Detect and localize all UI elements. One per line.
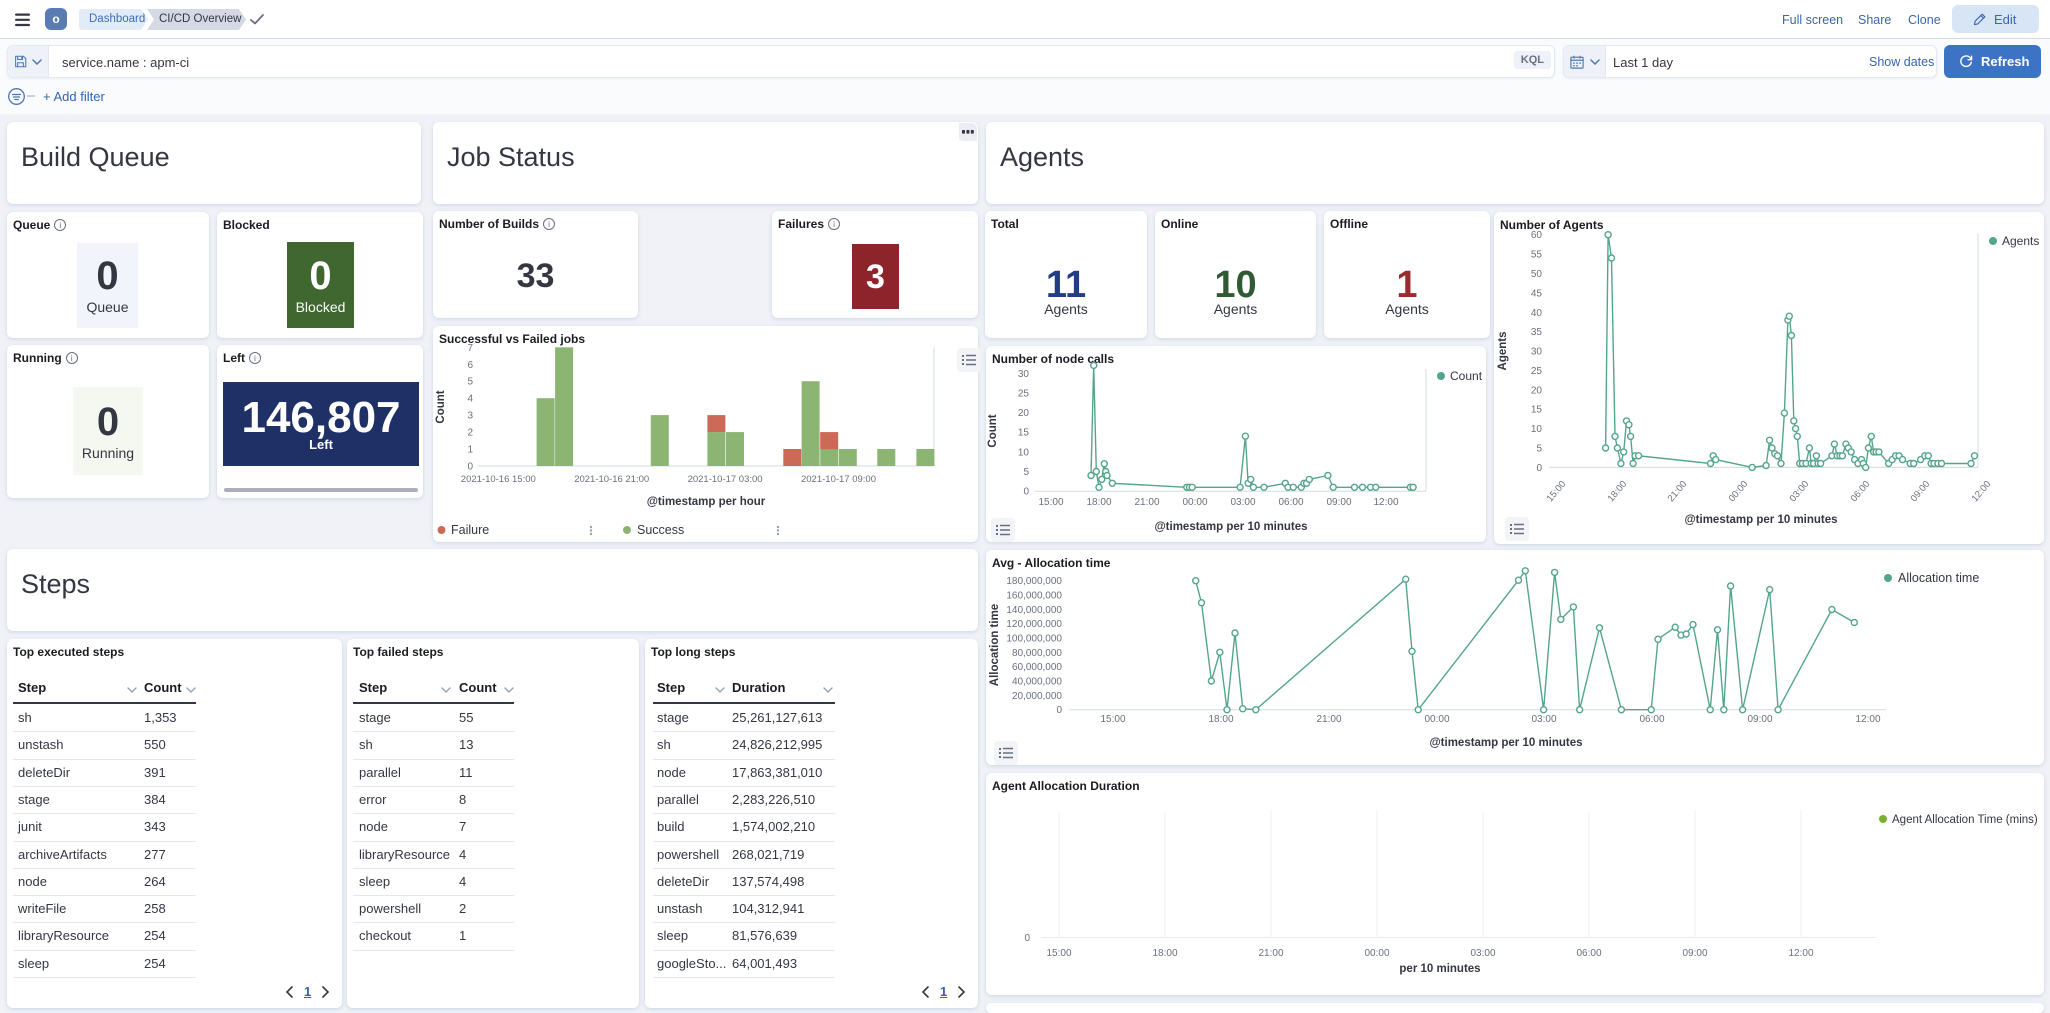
svg-text:@timestamp per 10 minutes: @timestamp per 10 minutes: [1684, 514, 1837, 526]
svg-text:0: 0: [467, 462, 473, 473]
svg-text:@timestamp per 10 minutes: @timestamp per 10 minutes: [1154, 521, 1307, 533]
svg-text:03:00: 03:00: [1788, 479, 1812, 504]
svg-text:18:00: 18:00: [1208, 714, 1233, 725]
svg-text:20: 20: [1531, 385, 1543, 396]
svg-text:35: 35: [1531, 327, 1543, 338]
svg-text:100,000,000: 100,000,000: [1006, 634, 1062, 645]
svg-text:Success: Success: [637, 523, 684, 537]
svg-text:09:00: 09:00: [1747, 714, 1772, 725]
svg-text:12:00: 12:00: [1373, 497, 1398, 508]
svg-text:Count: Count: [1450, 369, 1483, 383]
svg-text:80,000,000: 80,000,000: [1012, 648, 1062, 659]
svg-text:21:00: 21:00: [1316, 714, 1341, 725]
svg-text:10: 10: [1018, 447, 1030, 458]
svg-text:Agent Allocation Time (mins): Agent Allocation Time (mins): [1892, 814, 2038, 826]
svg-text:09:00: 09:00: [1909, 479, 1933, 504]
svg-text:2021-10-17 03:00: 2021-10-17 03:00: [688, 474, 763, 485]
svg-text:20,000,000: 20,000,000: [1012, 691, 1062, 702]
svg-text:2021-10-16 15:00: 2021-10-16 15:00: [461, 474, 536, 485]
svg-text:0: 0: [1536, 463, 1542, 474]
svg-text:3: 3: [467, 411, 473, 422]
svg-text:06:00: 06:00: [1849, 479, 1873, 504]
svg-text:00:00: 00:00: [1424, 714, 1449, 725]
svg-text:Count: Count: [987, 414, 999, 447]
svg-text:160,000,000: 160,000,000: [1006, 591, 1062, 602]
svg-text:4: 4: [467, 394, 473, 405]
svg-text:per 10 minutes: per 10 minutes: [1399, 963, 1480, 975]
svg-text:03:00: 03:00: [1470, 948, 1495, 959]
svg-text:120,000,000: 120,000,000: [1006, 619, 1062, 630]
svg-text:Failure: Failure: [451, 523, 489, 537]
svg-text:5: 5: [1023, 467, 1029, 478]
svg-text:1: 1: [467, 445, 473, 456]
svg-text:45: 45: [1531, 288, 1543, 299]
svg-text:18:00: 18:00: [1152, 948, 1177, 959]
svg-text:09:00: 09:00: [1682, 948, 1707, 959]
svg-text:7: 7: [467, 343, 473, 354]
svg-text:Agents: Agents: [2002, 234, 2039, 248]
svg-text:180,000,000: 180,000,000: [1006, 576, 1062, 587]
svg-text:12:00: 12:00: [1970, 479, 1994, 504]
svg-text:03:00: 03:00: [1230, 497, 1255, 508]
svg-text:40,000,000: 40,000,000: [1012, 677, 1062, 688]
svg-text:21:00: 21:00: [1666, 479, 1690, 504]
svg-text:06:00: 06:00: [1639, 714, 1664, 725]
svg-text:21:00: 21:00: [1258, 948, 1283, 959]
svg-text:Allocation time: Allocation time: [1898, 571, 1979, 585]
svg-text:10: 10: [1531, 424, 1543, 435]
svg-text:5: 5: [1536, 444, 1542, 455]
svg-text:@timestamp per hour: @timestamp per hour: [647, 496, 766, 508]
svg-text:06:00: 06:00: [1576, 948, 1601, 959]
svg-text:20: 20: [1018, 408, 1030, 419]
svg-text:40: 40: [1531, 308, 1543, 319]
svg-text:18:00: 18:00: [1606, 479, 1630, 504]
svg-text:60: 60: [1531, 230, 1543, 241]
svg-text:50: 50: [1531, 269, 1543, 280]
svg-text:2: 2: [467, 428, 473, 439]
svg-text:0: 0: [1023, 487, 1029, 498]
svg-text:60,000,000: 60,000,000: [1012, 662, 1062, 673]
svg-text:00:00: 00:00: [1182, 497, 1207, 508]
svg-text:18:00: 18:00: [1086, 497, 1111, 508]
svg-text:00:00: 00:00: [1364, 948, 1389, 959]
svg-text:12:00: 12:00: [1788, 948, 1813, 959]
svg-text:0: 0: [1024, 933, 1030, 944]
svg-text:15:00: 15:00: [1038, 497, 1063, 508]
svg-text:2021-10-17 09:00: 2021-10-17 09:00: [801, 474, 876, 485]
svg-text:@timestamp per 10 minutes: @timestamp per 10 minutes: [1429, 737, 1582, 749]
svg-text:Count: Count: [435, 390, 447, 423]
svg-text:5: 5: [467, 377, 473, 388]
svg-text:00:00: 00:00: [1727, 479, 1751, 504]
svg-text:Allocation time: Allocation time: [989, 604, 1001, 686]
svg-text:30: 30: [1531, 347, 1543, 358]
svg-text:21:00: 21:00: [1134, 497, 1159, 508]
svg-text:6: 6: [467, 360, 473, 371]
svg-text:09:00: 09:00: [1326, 497, 1351, 508]
svg-text:12:00: 12:00: [1855, 714, 1880, 725]
svg-text:25: 25: [1018, 388, 1030, 399]
svg-text:06:00: 06:00: [1278, 497, 1303, 508]
svg-text:140,000,000: 140,000,000: [1006, 605, 1062, 616]
svg-text:25: 25: [1531, 366, 1543, 377]
svg-text:0: 0: [1056, 705, 1062, 716]
svg-text:55: 55: [1531, 250, 1543, 261]
svg-text:30: 30: [1018, 369, 1030, 380]
svg-text:Agents: Agents: [1497, 332, 1509, 371]
svg-text:15:00: 15:00: [1545, 479, 1569, 504]
svg-text:15:00: 15:00: [1100, 714, 1125, 725]
svg-text:15: 15: [1018, 428, 1030, 439]
svg-text:03:00: 03:00: [1531, 714, 1556, 725]
svg-text:2021-10-16 21:00: 2021-10-16 21:00: [574, 474, 649, 485]
svg-text:15: 15: [1531, 405, 1543, 416]
svg-text:15:00: 15:00: [1046, 948, 1071, 959]
